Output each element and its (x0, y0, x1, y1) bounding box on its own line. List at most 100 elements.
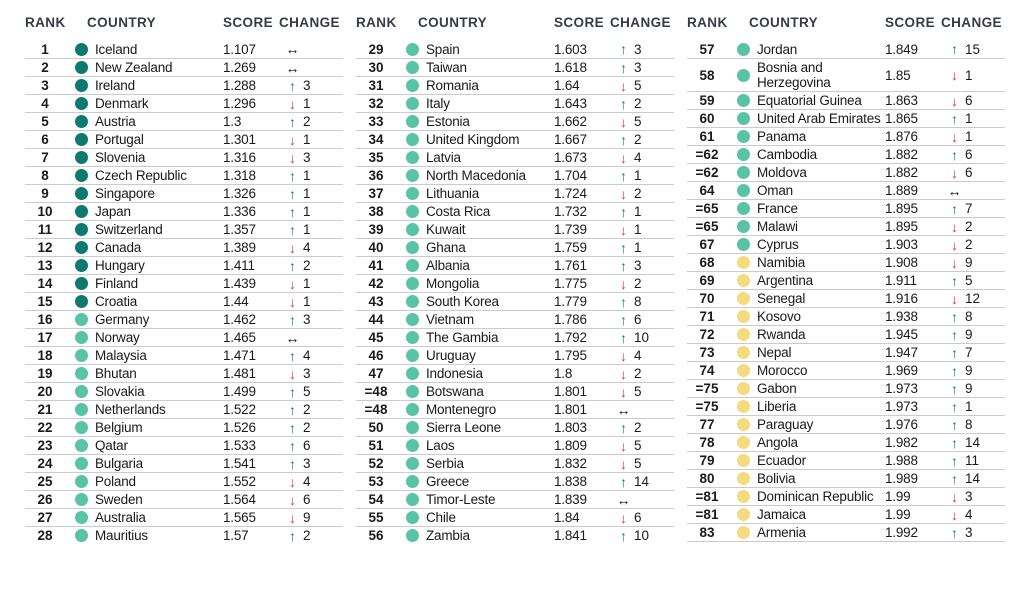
country-cell: Malaysia (65, 347, 223, 364)
score-value: 1.667 (554, 132, 587, 147)
change-value: 1 (634, 240, 642, 255)
change-cell: ↑ 11 (941, 452, 1005, 469)
country-cell: Slovenia (65, 149, 223, 166)
change-value: 1 (303, 276, 311, 291)
change-up-icon: ↑ (289, 167, 296, 184)
change-cell: ↓ 6 (279, 491, 343, 508)
country-name: Bhutan (95, 366, 137, 381)
country-name: Belgium (95, 420, 143, 435)
rank-value: 38 (368, 204, 384, 219)
country-cell: Armenia (727, 524, 885, 541)
country-cell: Bulgaria (65, 455, 223, 472)
peace-level-dot (406, 277, 419, 290)
score-value: 1.989 (885, 471, 918, 486)
country-name: Kuwait (426, 222, 466, 237)
score-value: 1.673 (554, 150, 587, 165)
country-name: Norway (95, 330, 140, 345)
score-value: 1.552 (223, 474, 256, 489)
country-cell: Romania (396, 77, 554, 94)
change-cell: ↓ 4 (279, 239, 343, 256)
score-value: 1.357 (223, 222, 256, 237)
table-row: 77 Paraguay 1.976 ↑ 8 (687, 415, 1005, 433)
rank-value: 40 (368, 240, 384, 255)
country-cell: Italy (396, 95, 554, 112)
change-value: 1 (303, 186, 311, 201)
country-name: Australia (95, 510, 146, 525)
country-name: Sierra Leone (426, 420, 501, 435)
table-row: =81 Jamaica 1.99 ↓ 4 (687, 505, 1005, 523)
change-cell: ↓ 9 (279, 509, 343, 526)
peace-level-dot (75, 169, 88, 182)
country-name: Spain (426, 41, 460, 57)
score-value: 1.326 (223, 186, 256, 201)
rank-value: 61 (699, 129, 715, 144)
country-cell: Slovakia (65, 383, 223, 400)
change-value: 2 (634, 186, 642, 201)
peace-level-dot (737, 400, 750, 413)
table-row: 24 Bulgaria 1.541 ↑ 3 (25, 454, 343, 472)
peace-level-dot (406, 385, 419, 398)
rank-value: 28 (37, 528, 53, 543)
change-cell: ↑ 1 (610, 167, 674, 184)
peace-level-dot (75, 313, 88, 326)
peace-level-dot (406, 457, 419, 470)
table-row: 55 Chile 1.84 ↓ 6 (356, 508, 674, 526)
country-name: Mauritius (95, 528, 148, 543)
table-row: 16 Germany 1.462 ↑ 3 (25, 310, 343, 328)
change-cell: ↑ 14 (941, 470, 1005, 487)
change-cell: ↓ 3 (279, 365, 343, 382)
change-down-icon: ↓ (620, 77, 627, 94)
score-value: 1.8 (554, 366, 573, 381)
table-row: 18 Malaysia 1.471 ↑ 4 (25, 346, 343, 364)
country-name: Ireland (95, 78, 135, 93)
country-cell: Cyprus (727, 236, 885, 253)
peace-level-dot (75, 457, 88, 470)
change-up-icon: ↑ (289, 221, 296, 238)
country-cell: Sweden (65, 491, 223, 508)
table-row: 15 Croatia 1.44 ↓ 1 (25, 292, 343, 310)
peace-level-dot (75, 331, 88, 344)
country-name: Qatar (95, 438, 128, 453)
score-value: 1.809 (554, 438, 587, 453)
change-value: 14 (965, 435, 981, 450)
country-cell: Paraguay (727, 416, 885, 433)
score-value: 1.99 (885, 489, 911, 504)
rank-value: 21 (37, 402, 53, 417)
score-value: 1.411 (223, 258, 255, 273)
score-value: 1.288 (223, 78, 256, 93)
change-value: 2 (634, 96, 642, 111)
score-value: 1.801 (554, 402, 587, 417)
change-cell: ↑ 2 (279, 401, 343, 418)
change-cell: ↑ 1 (941, 398, 1005, 415)
country-cell: New Zealand (65, 59, 223, 76)
table-row: 42 Mongolia 1.775 ↓ 2 (356, 274, 674, 292)
table-row: 22 Belgium 1.526 ↑ 2 (25, 418, 343, 436)
score-value: 1.522 (223, 402, 256, 417)
change-down-icon: ↓ (951, 236, 958, 253)
rank-value: 79 (699, 453, 715, 468)
change-value: 5 (634, 438, 642, 453)
peace-level-dot (75, 42, 88, 56)
rank-value: 74 (699, 363, 715, 378)
country-cell: Costa Rica (396, 203, 554, 220)
change-same-icon: ↔ (616, 401, 631, 418)
change-up-icon: ↑ (951, 146, 958, 163)
score-value: 1.618 (554, 60, 587, 75)
rank-value: 57 (699, 41, 715, 57)
score-value: 1.865 (885, 111, 918, 126)
change-down-icon: ↓ (289, 491, 296, 508)
change-up-icon: ↑ (289, 419, 296, 436)
score-value: 1.761 (554, 258, 587, 273)
peace-level-dot (406, 313, 419, 326)
table-row: 41 Albania 1.761 ↑ 3 (356, 256, 674, 274)
peace-level-dot (737, 238, 750, 251)
table-row: 13 Hungary 1.411 ↑ 2 (25, 256, 343, 274)
country-name: New Zealand (95, 60, 173, 75)
table-row: 70 Senegal 1.916 ↓ 12 (687, 289, 1005, 307)
country-name: Namibia (757, 255, 806, 270)
table-row: 10 Japan 1.336 ↑ 1 (25, 202, 343, 220)
score-value: 1.863 (885, 93, 918, 108)
change-value: 10 (634, 330, 650, 345)
change-cell: ↓ 1 (279, 293, 343, 310)
country-name: Bulgaria (95, 456, 143, 471)
